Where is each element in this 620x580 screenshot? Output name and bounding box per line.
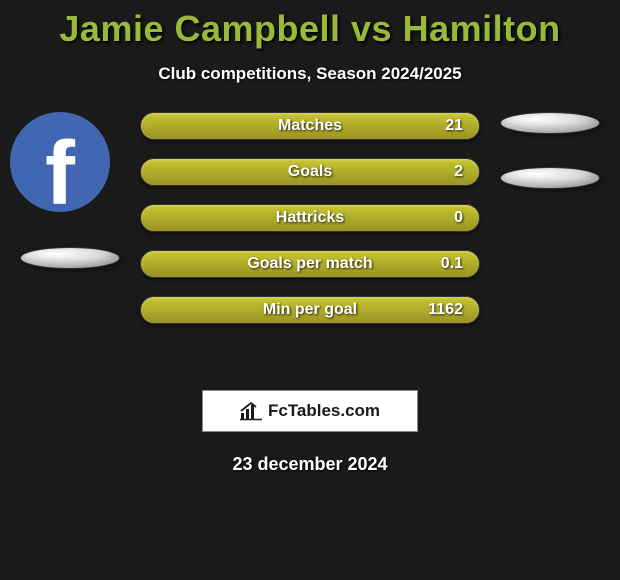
subtitle: Club competitions, Season 2024/2025 (0, 64, 620, 84)
stat-bar: Min per goal 1162 (140, 296, 480, 324)
stat-value: 2 (454, 163, 463, 181)
page-title: Jamie Campbell vs Hamilton (0, 0, 620, 50)
stat-bars: Matches 21 Goals 2 Hattricks 0 Goals per… (140, 112, 480, 342)
facebook-icon: f (45, 123, 75, 213)
right-placeholder-blob-1 (500, 112, 600, 134)
stat-value: 0.1 (441, 255, 463, 273)
left-placeholder-blob (20, 247, 120, 269)
date-line: 23 december 2024 (0, 454, 620, 475)
stat-bar: Matches 21 (140, 112, 480, 140)
stat-bar: Hattricks 0 (140, 204, 480, 232)
brand-text: FcTables.com (268, 401, 380, 421)
brand-badge[interactable]: FcTables.com (202, 390, 418, 432)
stat-bar: Goals per match 0.1 (140, 250, 480, 278)
stat-label: Goals per match (247, 255, 372, 273)
stat-value: 0 (454, 209, 463, 227)
stat-value: 1162 (428, 301, 463, 319)
chart-icon (240, 401, 262, 421)
player-avatar: f (10, 112, 110, 212)
stat-label: Min per goal (263, 301, 357, 319)
right-placeholder-blob-2 (500, 167, 600, 189)
stat-label: Hattricks (276, 209, 344, 227)
stat-value: 21 (445, 117, 463, 135)
stat-bar: Goals 2 (140, 158, 480, 186)
stat-label: Matches (278, 117, 342, 135)
stat-label: Goals (288, 163, 332, 181)
comparison-panel: f Matches 21 Goals 2 Hattricks 0 Goals p… (0, 112, 620, 372)
